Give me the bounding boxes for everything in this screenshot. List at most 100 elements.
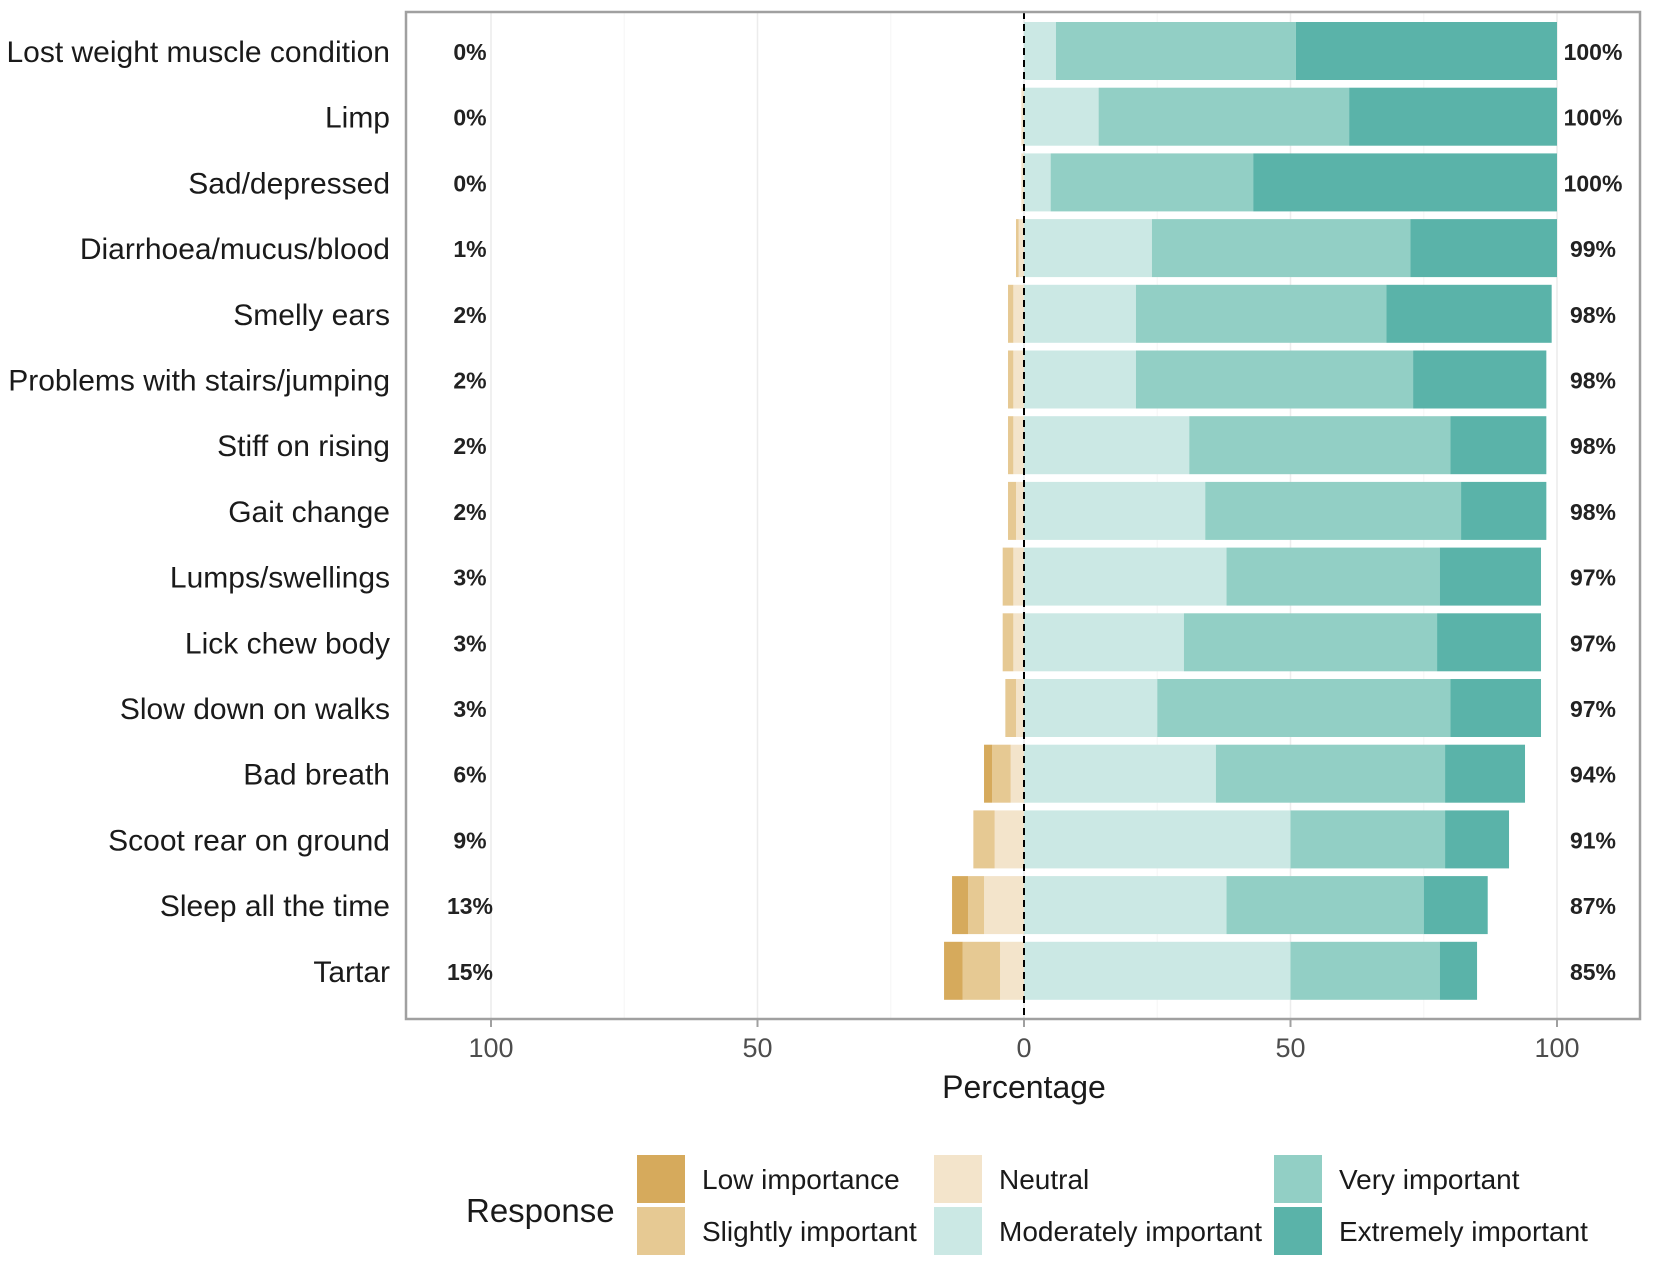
right-percent-label: 98% [1570, 499, 1616, 525]
bar-7-neutral [1013, 416, 1024, 475]
x-tick-label: 50 [742, 1033, 772, 1063]
bar-10-very-important [1183, 613, 1438, 672]
right-percent-label: 91% [1570, 827, 1616, 853]
bar-8-extremely-important [1461, 481, 1547, 540]
bar-11-moderately-important [1024, 679, 1158, 737]
bar-9-extremely-important [1439, 547, 1542, 606]
bar-2-moderately-important [1024, 87, 1099, 146]
category-label: Sleep all the time [160, 890, 390, 923]
bar-10-slightly-important [1002, 613, 1014, 672]
bar-4-extremely-important [1410, 219, 1557, 278]
left-percent-label: 3% [453, 630, 486, 656]
bar-14-low-importance [952, 876, 969, 935]
bar-7-moderately-important [1024, 416, 1190, 475]
bar-1-moderately-important [1024, 22, 1056, 80]
bar-4-neutral [1018, 219, 1024, 278]
bar-2-very-important [1098, 87, 1350, 146]
left-percent-label: 2% [453, 499, 486, 525]
bar-7-extremely-important [1450, 416, 1547, 475]
left-percent-label: 0% [453, 170, 486, 196]
bar-11-very-important [1157, 679, 1451, 737]
bar-12-very-important [1215, 744, 1446, 803]
legend-swatch [934, 1207, 982, 1255]
bar-13-extremely-important [1445, 810, 1510, 869]
category-label: Stiff on rising [217, 430, 390, 463]
left-percent-label: 3% [453, 565, 486, 591]
left-percent-label: 1% [453, 236, 486, 262]
bar-14-slightly-important [968, 876, 985, 935]
bar-6-very-important [1135, 350, 1414, 409]
bar-3-very-important [1050, 153, 1254, 212]
left-percent-label: 0% [453, 39, 486, 65]
bar-12-slightly-important [992, 744, 1011, 803]
bar-10-neutral [1013, 613, 1024, 672]
x-axis-title: Percentage [942, 1069, 1106, 1105]
legend-swatch [934, 1155, 982, 1203]
bar-8-slightly-important [1008, 481, 1017, 540]
category-label: Lost weight muscle condition [6, 36, 390, 69]
left-percent-label: 6% [453, 762, 486, 788]
bar-7-very-important [1189, 416, 1451, 475]
x-tick-label: 50 [1275, 1033, 1305, 1063]
legend-title: Response [466, 1192, 615, 1229]
category-label: Lick chew body [185, 627, 390, 660]
bar-8-neutral [1016, 481, 1024, 540]
bar-1-extremely-important [1295, 22, 1557, 80]
bar-12-moderately-important [1024, 744, 1216, 803]
bar-5-very-important [1135, 284, 1387, 343]
category-label: Sad/depressed [188, 167, 390, 200]
bar-4-very-important [1151, 219, 1411, 278]
bar-15-extremely-important [1439, 941, 1478, 1000]
right-percent-label: 85% [1570, 959, 1616, 985]
category-label: Gait change [228, 496, 390, 529]
bar-10-moderately-important [1024, 613, 1184, 672]
right-percent-label: 99% [1570, 236, 1616, 262]
bar-12-extremely-important [1445, 744, 1526, 803]
right-percent-label: 97% [1570, 630, 1616, 656]
left-percent-label: 2% [453, 368, 486, 394]
left-percent-label: 2% [453, 433, 486, 459]
bar-6-moderately-important [1024, 350, 1136, 409]
legend-swatch [637, 1207, 685, 1255]
category-label: Problems with stairs/jumping [8, 365, 390, 398]
category-label: Lumps/swellings [170, 562, 390, 595]
left-percent-label: 3% [453, 696, 486, 722]
bar-11-slightly-important [1005, 679, 1017, 737]
bar-5-neutral [1013, 284, 1024, 343]
bar-1-very-important [1055, 22, 1296, 80]
bar-4-moderately-important [1024, 219, 1152, 278]
bar-13-very-important [1290, 810, 1446, 869]
bar-11-neutral [1016, 679, 1024, 737]
right-percent-label: 98% [1570, 302, 1616, 328]
x-tick-label: 0 [1016, 1033, 1031, 1063]
bar-2-neutral [1021, 87, 1024, 146]
legend-label: Slightly important [702, 1216, 917, 1247]
category-label: Scoot rear on ground [108, 824, 390, 857]
bar-4-slightly-important [1016, 219, 1019, 278]
legend-label: Extremely important [1339, 1216, 1588, 1247]
right-percent-label: 97% [1570, 565, 1616, 591]
bar-3-moderately-important [1024, 153, 1051, 212]
bar-9-neutral [1013, 547, 1024, 606]
bar-8-moderately-important [1024, 481, 1206, 540]
bar-14-neutral [984, 876, 1024, 935]
bar-13-neutral [994, 810, 1024, 869]
bar-2-extremely-important [1349, 87, 1557, 146]
bar-15-low-importance [944, 941, 963, 1000]
bar-11-extremely-important [1450, 679, 1542, 737]
legend-label: Low importance [702, 1164, 900, 1195]
right-percent-label: 94% [1570, 762, 1616, 788]
bar-12-low-importance [984, 744, 993, 803]
bar-14-extremely-important [1423, 876, 1488, 935]
left-percent-label: 9% [453, 827, 486, 853]
right-percent-label: 100% [1564, 105, 1623, 131]
legend-label: Very important [1339, 1164, 1520, 1195]
left-percent-label: 0% [453, 105, 486, 131]
bar-14-moderately-important [1024, 876, 1227, 935]
legend-swatch [1274, 1155, 1322, 1203]
bar-3-neutral [1021, 153, 1024, 212]
bar-3-extremely-important [1253, 153, 1557, 212]
bar-6-slightly-important [1008, 350, 1014, 409]
bar-9-slightly-important [1002, 547, 1014, 606]
